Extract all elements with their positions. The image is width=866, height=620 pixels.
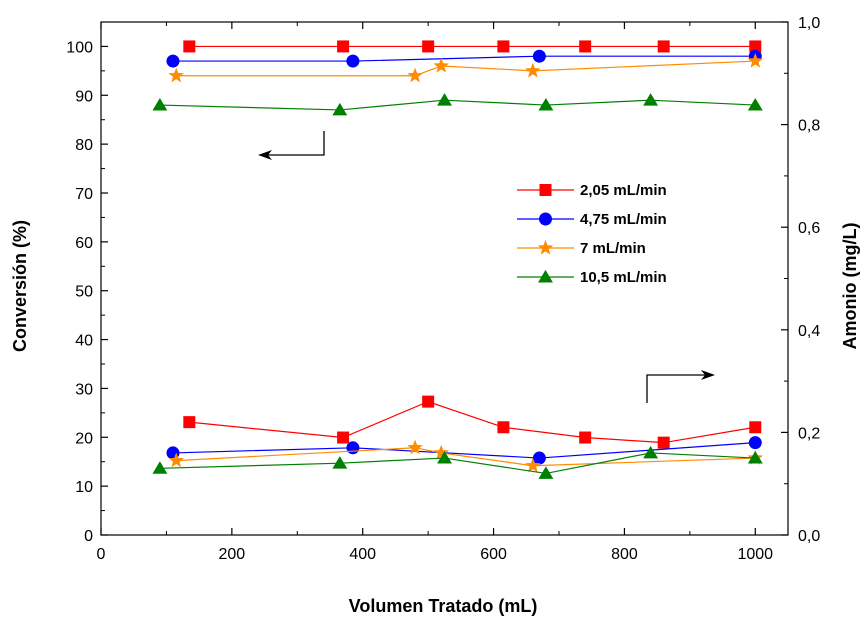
x-tick-label: 1000 <box>737 546 773 563</box>
y-right-tick-label: 0,0 <box>798 528 820 545</box>
y-right-tick-label: 0,2 <box>798 425 820 442</box>
legend-marker <box>539 212 552 226</box>
data-point-conversion <box>532 49 546 63</box>
right-axis-arrowhead <box>701 370 715 380</box>
series-line-conversion <box>172 55 756 62</box>
legend-label: 7 mL/min <box>580 240 646 257</box>
data-point-ammonia <box>346 441 360 455</box>
data-point-ammonia <box>749 421 762 434</box>
series-line-ammonia <box>172 442 756 459</box>
data-point-ammonia <box>747 450 763 464</box>
data-point-ammonia <box>422 395 435 408</box>
x-tick-label: 200 <box>219 546 246 563</box>
x-tick-label: 600 <box>480 546 507 563</box>
data-point-ammonia <box>579 431 592 444</box>
y-axis-right-title: Amonio (mg/L) <box>840 223 860 350</box>
data-point-conversion <box>346 54 360 68</box>
data-point-conversion <box>497 40 510 53</box>
left-axis-arrow <box>262 131 325 156</box>
y-left-tick-label: 50 <box>75 284 93 301</box>
data-point-ammonia <box>437 450 452 464</box>
data-point-conversion <box>437 93 452 106</box>
y-left-tick-label: 70 <box>75 186 93 203</box>
y-right-tick-label: 1,0 <box>798 15 820 32</box>
data-point-conversion <box>183 40 196 53</box>
tick-layer: 0 200 400 600 800 1000 0 10 20 30 40 50 60 70 80 90 100 0… <box>66 15 820 563</box>
data-point-conversion <box>579 40 592 53</box>
data-point-conversion <box>657 40 670 53</box>
legend-marker <box>537 239 554 255</box>
series-layer <box>152 40 764 479</box>
x-axis-title: Volumen Tratado (mL) <box>349 596 538 616</box>
data-point-ammonia <box>748 436 762 450</box>
y-right-tick-label: 0,6 <box>798 220 820 237</box>
y-right-tick-label: 0,4 <box>798 323 820 340</box>
data-point-ammonia <box>337 431 350 444</box>
y-left-tick-label: 20 <box>75 430 93 447</box>
y-left-tick-label: 30 <box>75 381 93 398</box>
legend-label: 10,5 mL/min <box>580 269 667 286</box>
data-point-ammonia <box>657 436 670 449</box>
data-point-conversion <box>749 40 762 53</box>
data-point-ammonia <box>497 421 510 434</box>
data-point-conversion <box>337 40 350 53</box>
legend-marker <box>539 184 552 196</box>
data-point-ammonia <box>433 444 449 460</box>
legend-label: 4,75 mL/min <box>580 211 667 228</box>
x-tick-label: 800 <box>611 546 638 563</box>
data-point-ammonia <box>538 466 554 479</box>
series-0 <box>183 40 762 449</box>
data-point-conversion <box>747 52 764 68</box>
plot-frame <box>100 21 789 536</box>
y-axis-left-title: Conversión (%) <box>10 220 30 352</box>
y-left-tick-label: 40 <box>75 333 93 350</box>
data-point-ammonia <box>332 456 348 469</box>
data-point-conversion <box>643 93 659 106</box>
series-line-conversion <box>176 60 756 77</box>
data-point-conversion <box>332 102 348 116</box>
data-point-conversion <box>538 97 554 111</box>
x-tick-label: 400 <box>349 546 376 563</box>
data-point-ammonia <box>168 452 184 468</box>
y-left-tick-label: 90 <box>75 88 93 105</box>
data-point-conversion <box>152 97 168 111</box>
data-point-ammonia <box>643 445 659 459</box>
data-point-ammonia <box>525 457 541 473</box>
data-point-ammonia <box>407 439 423 455</box>
data-point-conversion <box>166 54 180 68</box>
series-1 <box>166 49 762 465</box>
legend-label: 2,05 mL/min <box>580 182 667 199</box>
data-point-conversion <box>747 97 763 111</box>
data-point-conversion <box>433 57 449 73</box>
y-left-tick-label: 0 <box>84 528 93 545</box>
left-axis-arrowhead <box>258 150 272 160</box>
y-left-tick-label: 100 <box>66 39 93 56</box>
series-3 <box>152 93 763 479</box>
right-axis-arrow <box>646 374 711 403</box>
series-2 <box>168 52 764 473</box>
legend: 2,05 mL/min 4,75 mL/min 7 mL/min 10,5 mL/mi… <box>517 182 667 286</box>
series-line-ammonia <box>159 452 756 475</box>
y-left-tick-label: 60 <box>75 235 93 252</box>
data-point-ammonia <box>152 461 168 474</box>
y-right-tick-label: 0,8 <box>798 118 820 135</box>
series-line-conversion <box>159 99 756 111</box>
data-point-conversion <box>407 67 423 83</box>
data-point-conversion <box>168 67 184 83</box>
data-point-conversion <box>422 40 435 53</box>
legend-marker <box>538 269 553 283</box>
x-tick-label: 0 <box>97 546 106 563</box>
data-point-ammonia <box>183 416 196 429</box>
data-point-ammonia <box>532 451 546 465</box>
series-line-ammonia <box>189 400 756 444</box>
data-point-conversion <box>525 62 541 78</box>
y-left-tick-label: 80 <box>75 137 93 154</box>
y-left-tick-label: 10 <box>75 479 93 496</box>
